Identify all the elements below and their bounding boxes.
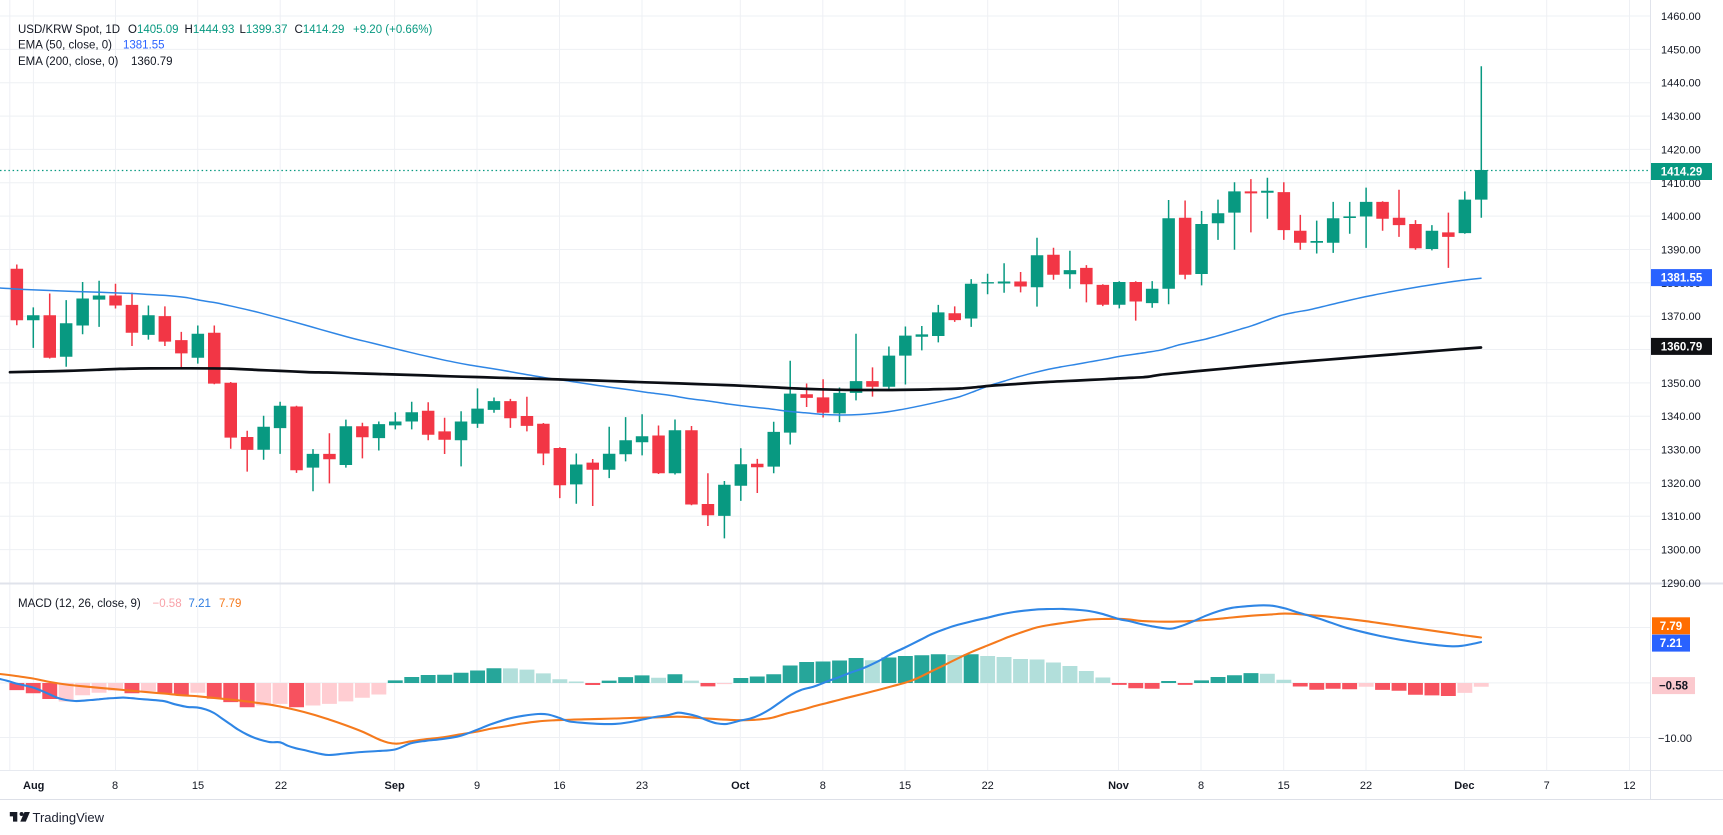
- svg-text:−0.58: −0.58: [1659, 681, 1689, 693]
- svg-text:7: 7: [1544, 780, 1550, 792]
- svg-text:L1399.37: L1399.37: [240, 24, 288, 36]
- svg-text:8: 8: [112, 780, 118, 792]
- svg-text:1460.00: 1460.00: [1661, 11, 1701, 23]
- svg-text:O1405.09: O1405.09: [128, 24, 179, 36]
- svg-text:1414.29: 1414.29: [1661, 167, 1703, 179]
- svg-text:22: 22: [275, 780, 287, 792]
- svg-text:7.79: 7.79: [1660, 621, 1682, 633]
- svg-text:15: 15: [1278, 780, 1290, 792]
- svg-text:1450.00: 1450.00: [1661, 44, 1701, 56]
- svg-text:Nov: Nov: [1108, 780, 1130, 792]
- svg-text:Dec: Dec: [1454, 780, 1474, 792]
- svg-text:1390.00: 1390.00: [1661, 245, 1701, 257]
- svg-text:USD/KRW Spot, 1D: USD/KRW Spot, 1D: [18, 24, 120, 36]
- svg-text:EMA (50, close, 0): EMA (50, close, 0): [18, 40, 112, 52]
- svg-text:1340.00: 1340.00: [1661, 411, 1701, 423]
- svg-text:C1414.29: C1414.29: [295, 24, 345, 36]
- svg-text:−0.58: −0.58: [153, 598, 182, 610]
- svg-text:1430.00: 1430.00: [1661, 111, 1701, 123]
- svg-text:7.79: 7.79: [219, 598, 241, 610]
- svg-text:8: 8: [1198, 780, 1204, 792]
- svg-text:−10.00: −10.00: [1658, 733, 1692, 745]
- svg-text:1400.00: 1400.00: [1661, 211, 1701, 223]
- svg-text:Oct: Oct: [731, 780, 750, 792]
- svg-text:22: 22: [1360, 780, 1372, 792]
- svg-text:EMA (200, close, 0): EMA (200, close, 0): [18, 56, 119, 68]
- svg-text:MACD (12, 26, close, 9): MACD (12, 26, close, 9): [18, 598, 141, 610]
- svg-text:1420.00: 1420.00: [1661, 144, 1701, 156]
- svg-text:1300.00: 1300.00: [1661, 545, 1701, 557]
- svg-text:7.21: 7.21: [189, 598, 211, 610]
- svg-text:TradingView: TradingView: [33, 810, 105, 825]
- svg-text:Aug: Aug: [23, 780, 44, 792]
- svg-text:1381.55: 1381.55: [123, 40, 165, 52]
- svg-text:1320.00: 1320.00: [1661, 478, 1701, 490]
- svg-text:1370.00: 1370.00: [1661, 311, 1701, 323]
- svg-text:8: 8: [820, 780, 826, 792]
- svg-text:1440.00: 1440.00: [1661, 78, 1701, 90]
- svg-text:1360.79: 1360.79: [1661, 341, 1703, 353]
- svg-text:1350.00: 1350.00: [1661, 378, 1701, 390]
- svg-text:1310.00: 1310.00: [1661, 511, 1701, 523]
- svg-text:1330.00: 1330.00: [1661, 445, 1701, 457]
- svg-text:15: 15: [899, 780, 911, 792]
- svg-text:22: 22: [982, 780, 994, 792]
- svg-text:1360.79: 1360.79: [131, 56, 173, 68]
- svg-text:+9.20 (+0.66%): +9.20 (+0.66%): [353, 24, 432, 36]
- svg-text:23: 23: [636, 780, 648, 792]
- svg-text:9: 9: [474, 780, 480, 792]
- svg-text:16: 16: [553, 780, 565, 792]
- svg-text:1410.00: 1410.00: [1661, 178, 1701, 190]
- svg-text:7.21: 7.21: [1660, 638, 1683, 650]
- svg-text:1381.55: 1381.55: [1661, 273, 1703, 285]
- svg-text:1290.00: 1290.00: [1661, 578, 1701, 590]
- svg-text:12: 12: [1623, 780, 1635, 792]
- svg-text:15: 15: [192, 780, 204, 792]
- svg-text:Sep: Sep: [385, 780, 405, 792]
- svg-text:H1444.93: H1444.93: [185, 24, 235, 36]
